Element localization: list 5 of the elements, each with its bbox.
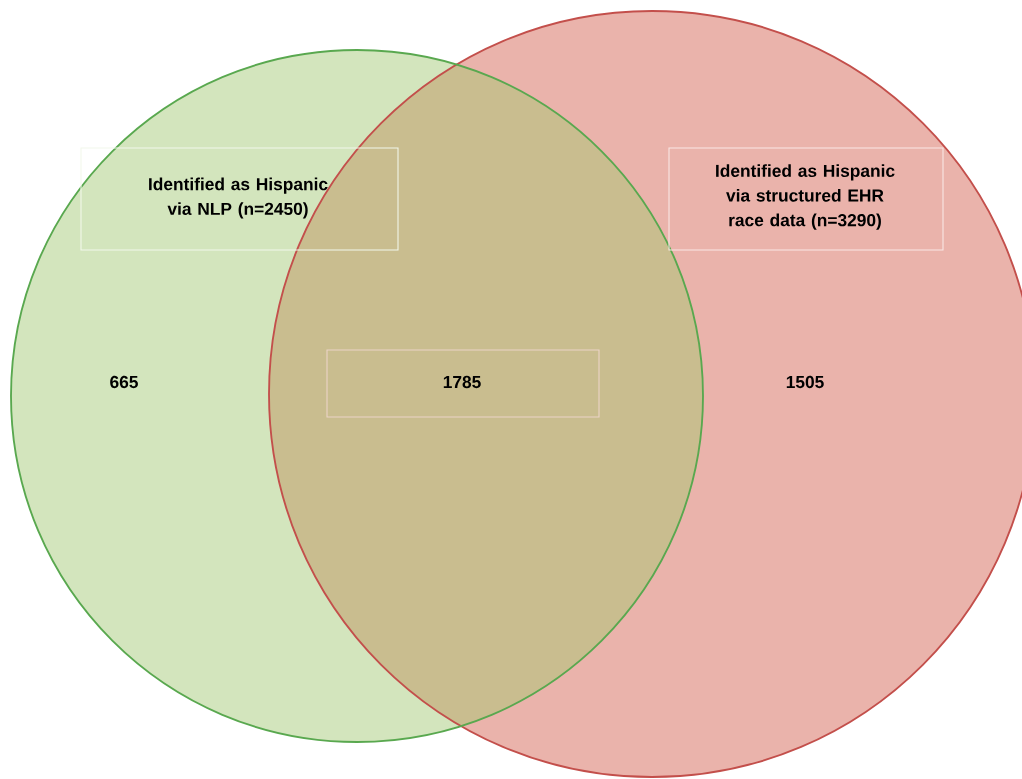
data-label: 1505 — [786, 375, 824, 389]
data-label: 1785 — [443, 375, 481, 389]
text: Identified as Hispanic via NLP (n=2450) — [149, 177, 328, 219]
text: Identified as Hispanic via structured EHR race data (n=3290) — [716, 164, 895, 230]
data-label: 665 — [110, 375, 138, 389]
